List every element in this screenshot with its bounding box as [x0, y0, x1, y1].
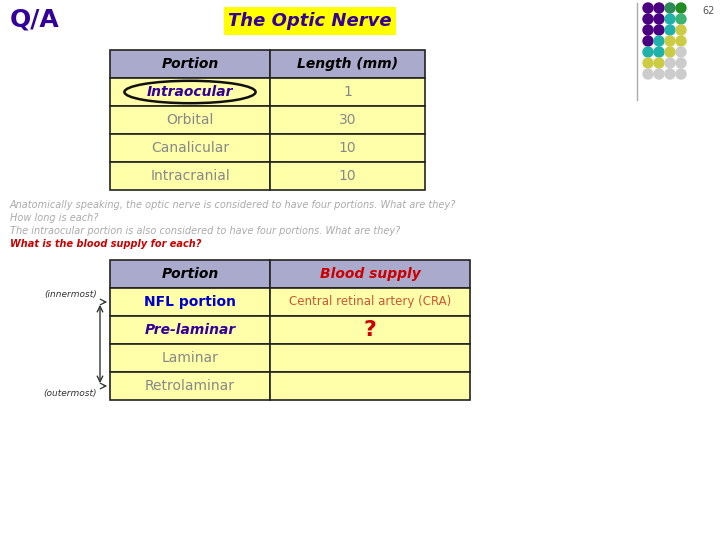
FancyBboxPatch shape	[110, 288, 270, 316]
Circle shape	[654, 14, 664, 24]
FancyBboxPatch shape	[110, 134, 270, 162]
FancyBboxPatch shape	[110, 260, 270, 288]
Circle shape	[654, 47, 664, 57]
FancyBboxPatch shape	[270, 106, 425, 134]
Circle shape	[665, 58, 675, 68]
FancyBboxPatch shape	[110, 162, 270, 190]
Text: (outermost): (outermost)	[43, 389, 97, 398]
Circle shape	[643, 14, 653, 24]
Circle shape	[676, 36, 686, 46]
FancyBboxPatch shape	[270, 288, 470, 316]
Text: Retrolaminar: Retrolaminar	[145, 379, 235, 393]
Text: 30: 30	[338, 113, 356, 127]
Circle shape	[676, 47, 686, 57]
FancyBboxPatch shape	[270, 162, 425, 190]
Circle shape	[676, 14, 686, 24]
Text: Intraocular: Intraocular	[147, 85, 233, 99]
FancyBboxPatch shape	[270, 316, 470, 344]
Text: 62: 62	[703, 6, 715, 16]
Circle shape	[665, 69, 675, 79]
Circle shape	[643, 58, 653, 68]
Text: Q/A: Q/A	[10, 8, 60, 32]
Circle shape	[643, 25, 653, 35]
Circle shape	[643, 3, 653, 13]
Text: Orbital: Orbital	[166, 113, 214, 127]
FancyBboxPatch shape	[110, 78, 270, 106]
Text: (innermost): (innermost)	[44, 290, 97, 299]
FancyBboxPatch shape	[270, 78, 425, 106]
FancyBboxPatch shape	[270, 260, 470, 288]
FancyBboxPatch shape	[110, 344, 270, 372]
Circle shape	[665, 47, 675, 57]
Circle shape	[665, 14, 675, 24]
Circle shape	[643, 47, 653, 57]
Text: Pre-laminar: Pre-laminar	[145, 323, 235, 337]
FancyBboxPatch shape	[110, 316, 270, 344]
Text: NFL portion: NFL portion	[144, 295, 236, 309]
Circle shape	[676, 69, 686, 79]
Text: Laminar: Laminar	[161, 351, 218, 365]
FancyBboxPatch shape	[110, 372, 270, 400]
Circle shape	[676, 58, 686, 68]
FancyBboxPatch shape	[270, 344, 470, 372]
Text: 1: 1	[343, 85, 352, 99]
Text: Anatomically speaking, the optic nerve is considered to have four portions. What: Anatomically speaking, the optic nerve i…	[10, 200, 456, 210]
Text: What is the blood supply for each?: What is the blood supply for each?	[10, 239, 202, 249]
Circle shape	[654, 36, 664, 46]
Circle shape	[665, 3, 675, 13]
Text: Blood supply: Blood supply	[320, 267, 420, 281]
Circle shape	[665, 25, 675, 35]
Circle shape	[654, 69, 664, 79]
FancyBboxPatch shape	[270, 372, 470, 400]
Text: The intraocular portion is also considered to have four portions. What are they?: The intraocular portion is also consider…	[10, 226, 400, 236]
Circle shape	[643, 36, 653, 46]
Circle shape	[643, 69, 653, 79]
FancyBboxPatch shape	[110, 106, 270, 134]
Text: Central retinal artery (CRA): Central retinal artery (CRA)	[289, 295, 451, 308]
Circle shape	[654, 58, 664, 68]
Circle shape	[676, 3, 686, 13]
Text: Canalicular: Canalicular	[151, 141, 229, 155]
FancyBboxPatch shape	[270, 50, 425, 78]
Text: 10: 10	[338, 141, 356, 155]
Text: Portion: Portion	[161, 267, 219, 281]
Text: Intracranial: Intracranial	[150, 169, 230, 183]
Text: 10: 10	[338, 169, 356, 183]
Circle shape	[676, 25, 686, 35]
Text: Portion: Portion	[161, 57, 219, 71]
Circle shape	[654, 3, 664, 13]
Circle shape	[654, 25, 664, 35]
FancyBboxPatch shape	[270, 134, 425, 162]
FancyBboxPatch shape	[110, 50, 270, 78]
Text: ?: ?	[364, 320, 377, 340]
Text: The Optic Nerve: The Optic Nerve	[228, 12, 392, 30]
Text: Length (mm): Length (mm)	[297, 57, 398, 71]
Circle shape	[665, 36, 675, 46]
Text: How long is each?: How long is each?	[10, 213, 99, 223]
